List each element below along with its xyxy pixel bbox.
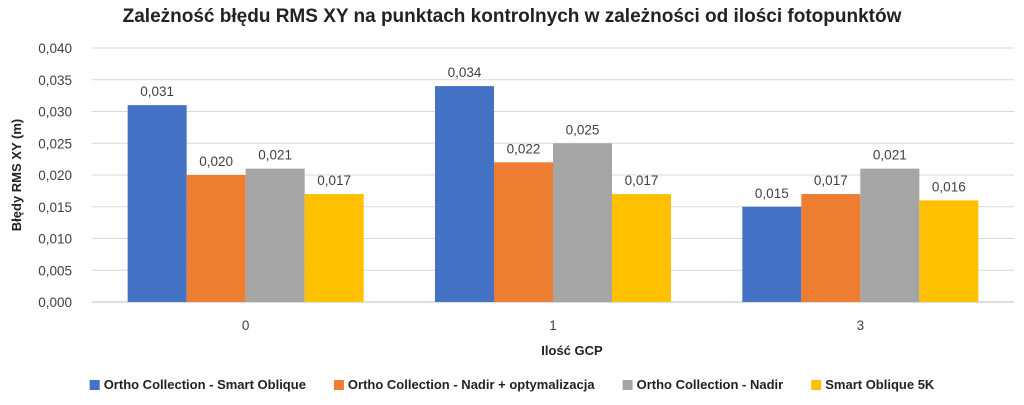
x-axis-title: Ilość GCP [541,343,603,358]
bar [553,143,612,302]
y-axis-title: Błędy RMS XY (m) [9,119,24,231]
legend: Ortho Collection - Smart Oblique Ortho Co… [89,377,935,392]
data-label: 0,031 [140,84,174,99]
legend-item: Ortho Collection - Smart Oblique [89,377,306,392]
legend-label: Ortho Collection - Nadir + optymalizacja [348,377,595,392]
bar [435,86,494,302]
legend-item: Smart Oblique 5K [811,377,935,392]
bar [742,206,802,302]
x-tick-label: 0 [242,318,250,333]
bar [304,194,364,302]
data-label: 0,034 [448,65,482,80]
legend-label: Ortho Collection - Smart Oblique [104,377,306,392]
y-tick-label: 0,035 [38,73,72,88]
bar [245,168,305,302]
x-tick-label: 1 [549,318,557,333]
y-tick-label: 0,025 [38,136,72,151]
legend-swatch [333,380,344,390]
legend-swatch [811,380,822,390]
y-axis-ticks: 0,000 0,005 0,010 0,015 0,020 0,025 0,030 0,035… [38,41,72,310]
legend-swatch [89,380,100,390]
bars [127,86,979,303]
bar [612,194,671,302]
bar [860,168,920,302]
y-tick-label: 0,015 [38,200,72,215]
data-label: 0,016 [932,179,966,194]
y-tick-label: 0,020 [38,168,72,183]
data-label: 0,017 [317,173,351,188]
data-labels: 0,031 0,020 0,021 0,017 0,034 0,022 0,025 0,017… [140,65,965,201]
chart-title: Zależność błędu RMS XY na punktach kontr… [123,6,902,27]
legend-item: Ortho Collection - Nadir + optymalizacja [333,377,595,392]
x-axis-ticks: 0 1 3 [242,318,864,333]
data-label: 0,017 [625,173,659,188]
data-label: 0,020 [199,154,233,169]
legend-item: Ortho Collection - Nadir [622,377,784,392]
bar [494,162,553,302]
x-tick-label: 3 [857,318,865,333]
data-label: 0,021 [258,148,292,163]
bar [919,200,979,302]
legend-swatch [622,380,633,390]
legend-label: Ortho Collection - Nadir [637,377,784,392]
data-label: 0,021 [873,148,907,163]
data-label: 0,015 [755,186,789,201]
data-label: 0,022 [507,141,541,156]
legend-label: Smart Oblique 5K [825,377,935,392]
y-tick-label: 0,010 [38,232,72,247]
y-tick-label: 0,030 [38,105,72,120]
bar [186,175,246,302]
y-tick-label: 0,005 [38,263,72,278]
bar [801,194,861,302]
data-label: 0,017 [814,173,848,188]
bar [127,105,187,303]
y-tick-label: 0,000 [38,295,72,310]
data-label: 0,025 [566,122,600,137]
y-tick-label: 0,040 [38,41,72,56]
